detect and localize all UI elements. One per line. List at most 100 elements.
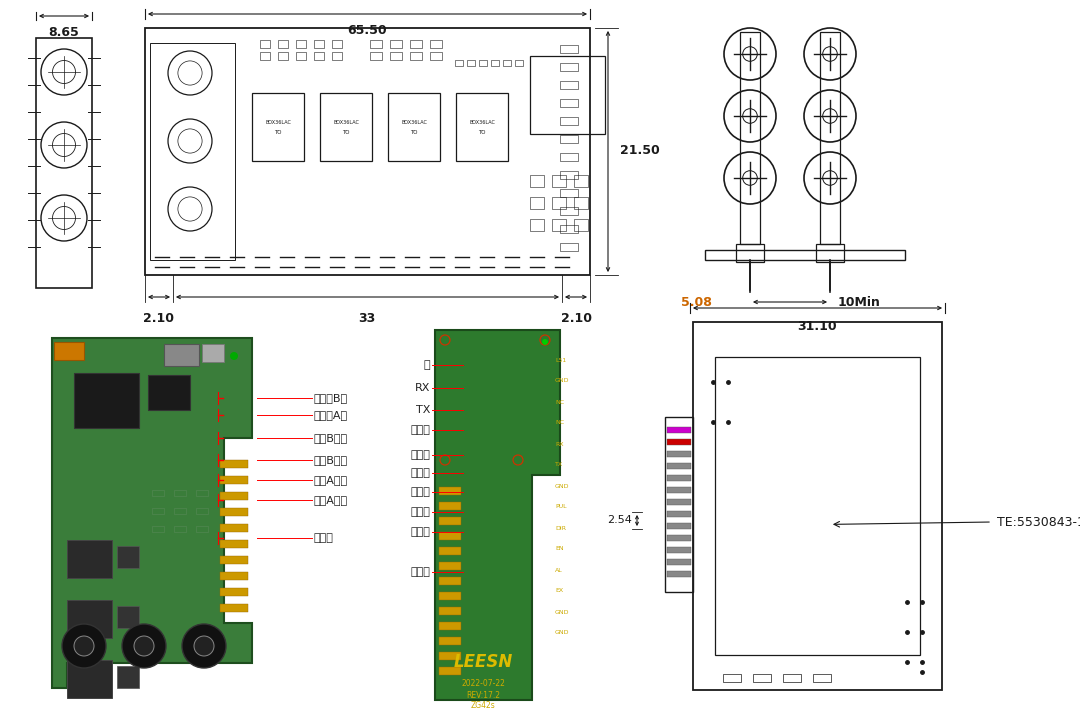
Bar: [54, 342, 84, 360]
Bar: [438, 607, 461, 615]
Bar: [438, 652, 461, 660]
Bar: [667, 547, 691, 553]
Text: 电源正: 电源正: [314, 533, 334, 543]
Text: BOX36LAC: BOX36LAC: [333, 119, 359, 124]
Bar: [150, 43, 235, 260]
Bar: [530, 219, 544, 231]
Bar: [202, 344, 224, 362]
Bar: [220, 524, 248, 532]
Bar: [438, 577, 461, 585]
Bar: [117, 606, 139, 628]
Text: TX: TX: [555, 462, 563, 468]
Bar: [438, 637, 461, 645]
Bar: [561, 243, 578, 251]
Text: 方向正: 方向正: [410, 468, 430, 478]
Circle shape: [62, 624, 106, 668]
Bar: [715, 357, 920, 655]
Bar: [480, 60, 487, 66]
Bar: [148, 375, 190, 410]
Bar: [438, 487, 461, 495]
Bar: [753, 674, 771, 682]
Circle shape: [194, 636, 214, 656]
Bar: [667, 499, 691, 505]
Bar: [530, 56, 605, 134]
Text: EX: EX: [555, 589, 563, 594]
Text: ZG42s: ZG42s: [471, 702, 496, 710]
Bar: [320, 93, 372, 161]
Bar: [332, 40, 342, 48]
Polygon shape: [52, 338, 252, 688]
Bar: [220, 508, 248, 516]
Bar: [552, 175, 566, 187]
Bar: [174, 508, 186, 514]
Bar: [220, 572, 248, 580]
Text: GND: GND: [555, 609, 569, 614]
Bar: [67, 600, 112, 638]
Bar: [667, 535, 691, 541]
Bar: [667, 523, 691, 529]
Bar: [220, 460, 248, 468]
Text: 2.10: 2.10: [144, 313, 175, 326]
Text: TX: TX: [416, 405, 430, 415]
Text: 电机B相负: 电机B相负: [314, 455, 348, 465]
Bar: [552, 219, 566, 231]
Text: GND: GND: [555, 631, 569, 636]
Bar: [145, 28, 590, 275]
Text: 编码器A相: 编码器A相: [314, 410, 348, 420]
Bar: [438, 547, 461, 555]
Text: 编码器B相: 编码器B相: [314, 393, 348, 403]
Bar: [388, 93, 440, 161]
Bar: [783, 674, 801, 682]
Bar: [561, 153, 578, 161]
Bar: [561, 171, 578, 179]
Text: DIR: DIR: [555, 525, 566, 530]
Bar: [260, 52, 270, 60]
Bar: [665, 417, 693, 592]
Text: RX: RX: [415, 383, 430, 393]
Bar: [667, 463, 691, 469]
Circle shape: [183, 624, 226, 668]
Text: GND: GND: [555, 378, 569, 383]
Bar: [530, 175, 544, 187]
Text: L51: L51: [555, 358, 566, 363]
Text: LEESN: LEESN: [454, 653, 513, 671]
Bar: [174, 526, 186, 532]
Bar: [515, 60, 523, 66]
Text: EN: EN: [555, 547, 564, 552]
Text: 2.54: 2.54: [607, 515, 632, 525]
Bar: [561, 99, 578, 107]
Text: TO: TO: [274, 129, 282, 134]
Text: BOX36LAC: BOX36LAC: [469, 119, 495, 124]
Bar: [530, 197, 544, 209]
Text: 电机B相正: 电机B相正: [314, 433, 348, 443]
Bar: [430, 40, 442, 48]
Bar: [740, 32, 760, 244]
Bar: [117, 666, 139, 688]
Bar: [723, 674, 741, 682]
Bar: [332, 52, 342, 60]
Bar: [667, 511, 691, 517]
Text: 空: 空: [423, 360, 430, 370]
Bar: [705, 250, 905, 260]
Bar: [667, 475, 691, 481]
Bar: [195, 508, 208, 514]
Bar: [410, 40, 422, 48]
Text: GND: GND: [555, 483, 569, 488]
Circle shape: [134, 636, 154, 656]
Bar: [220, 556, 248, 564]
Bar: [117, 546, 139, 568]
Bar: [390, 52, 402, 60]
Text: 到位正: 到位正: [410, 527, 430, 537]
Text: 信号地: 信号地: [410, 425, 430, 435]
Bar: [370, 52, 382, 60]
Bar: [36, 38, 92, 288]
Bar: [296, 52, 306, 60]
Bar: [152, 526, 164, 532]
Bar: [561, 207, 578, 215]
Bar: [314, 40, 324, 48]
Bar: [410, 52, 422, 60]
Bar: [67, 660, 112, 698]
Text: 5.08: 5.08: [681, 296, 712, 309]
Text: NC: NC: [555, 400, 564, 405]
Bar: [195, 526, 208, 532]
